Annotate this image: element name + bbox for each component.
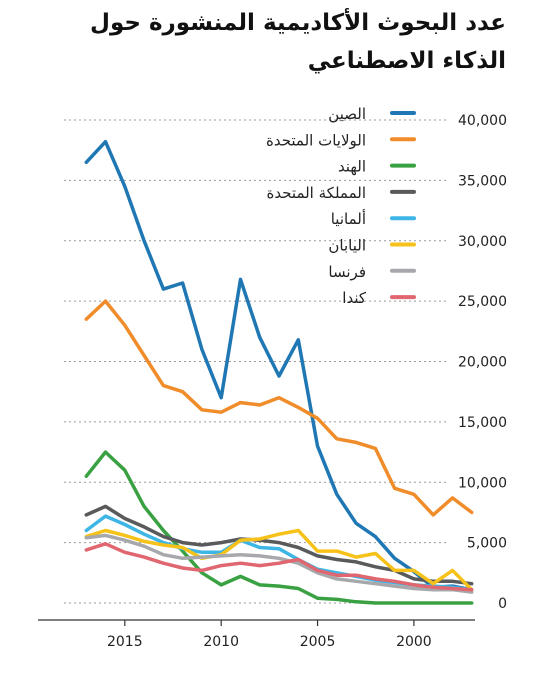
y-tick-label: 35,000: [458, 173, 507, 189]
legend-label: المملكة المتحدة: [267, 184, 367, 202]
y-tick-label: 20,000: [458, 355, 507, 371]
x-tick-label: 2005: [300, 634, 336, 650]
y-tick-label: 25,000: [458, 294, 507, 310]
y-tick-label: 15,000: [458, 415, 507, 431]
series-line: [84, 450, 474, 605]
series-lines: [84, 139, 474, 605]
legend-label: فرنسا: [328, 263, 366, 281]
legend-label: الصين: [328, 105, 366, 123]
x-tick-label: 2000: [396, 634, 432, 650]
series-line: [84, 504, 474, 586]
series-line: [84, 542, 474, 592]
series-line: [84, 139, 474, 592]
legend-label: اليابان: [328, 237, 366, 255]
series-line: [84, 528, 474, 592]
series-line: [84, 533, 474, 594]
series-line: [84, 299, 474, 517]
y-tick-label: 5,000: [467, 536, 507, 552]
legend-label: الولايات المتحدة: [266, 131, 366, 149]
chart-title: عدد البحوث الأكاديمية المنشورة حول الذكا…: [90, 10, 506, 74]
y-tick-label: 0: [498, 596, 507, 612]
y-tick-label: 40,000: [458, 113, 507, 129]
y-tick-labels: 0 5,000 10,000 15,000 20,000 25,000 30,000 35,0…: [458, 113, 507, 612]
legend-label: كندا: [342, 289, 367, 307]
x-axis: 2015 2010 2005 2000: [38, 619, 475, 650]
legend: الصين الولايات المتحدة الهند المملكة المتحد…: [266, 105, 416, 307]
x-tick-label: 2010: [203, 634, 239, 650]
legend-label: الهند: [338, 158, 366, 176]
y-tick-label: 30,000: [458, 234, 507, 250]
y-tick-label: 10,000: [458, 475, 507, 491]
legend-label: ألمانيا: [331, 209, 366, 228]
x-tick-label: 2015: [107, 634, 143, 650]
